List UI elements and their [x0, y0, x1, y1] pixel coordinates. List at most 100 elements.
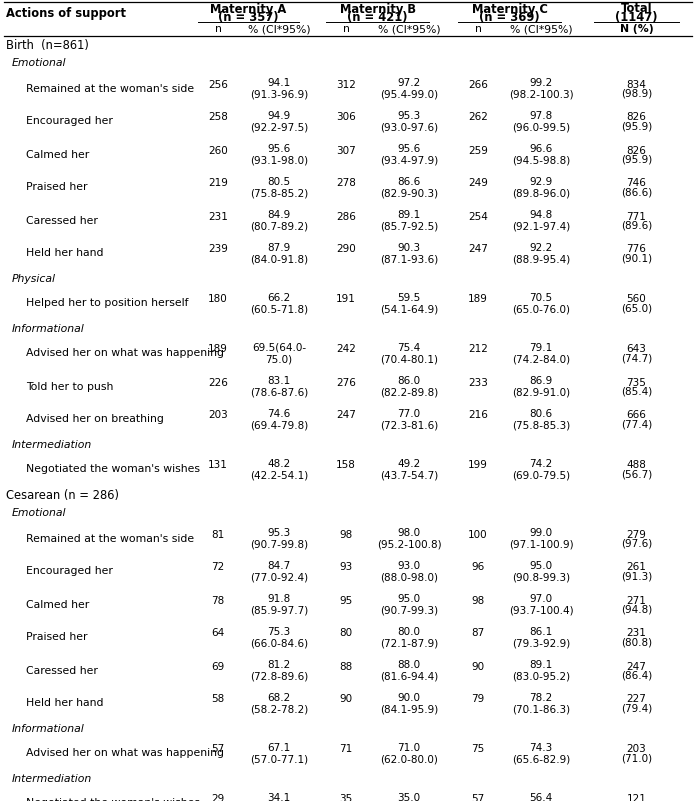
- Text: (98.9): (98.9): [621, 88, 652, 99]
- Text: 87: 87: [471, 629, 484, 638]
- Text: (n = 357): (n = 357): [218, 10, 279, 23]
- Text: (79.4): (79.4): [621, 703, 652, 714]
- Text: 71: 71: [339, 744, 352, 755]
- Text: (n = 421): (n = 421): [348, 10, 408, 23]
- Text: (80.8): (80.8): [621, 638, 652, 647]
- Text: 97.2
(95.4-99.0): 97.2 (95.4-99.0): [380, 78, 438, 99]
- Text: 59.5
(54.1-64.9): 59.5 (54.1-64.9): [380, 292, 438, 314]
- Text: (1147): (1147): [615, 10, 657, 23]
- Text: Advised her on breathing: Advised her on breathing: [26, 414, 164, 425]
- Text: Emotional: Emotional: [12, 509, 67, 518]
- Text: 94.9
(92.2-97.5): 94.9 (92.2-97.5): [250, 111, 308, 132]
- Text: 80.6
(75.8-85.3): 80.6 (75.8-85.3): [512, 409, 570, 430]
- Text: 307: 307: [336, 146, 356, 155]
- Text: 189: 189: [208, 344, 228, 355]
- Text: Actions of support: Actions of support: [6, 7, 126, 21]
- Text: 826: 826: [627, 112, 646, 123]
- Text: 48.2
(42.2-54.1): 48.2 (42.2-54.1): [250, 459, 308, 481]
- Text: 75.3
(66.0-84.6): 75.3 (66.0-84.6): [250, 626, 308, 648]
- Text: (71.0): (71.0): [621, 754, 652, 763]
- Text: (65.0): (65.0): [621, 304, 652, 313]
- Text: 29: 29: [211, 795, 224, 801]
- Text: 262: 262: [468, 112, 488, 123]
- Text: 266: 266: [468, 79, 488, 90]
- Text: 84.9
(80.7-89.2): 84.9 (80.7-89.2): [250, 210, 308, 231]
- Text: (95.9): (95.9): [621, 155, 652, 164]
- Text: (77.4): (77.4): [621, 420, 652, 429]
- Text: n: n: [343, 24, 350, 34]
- Text: 81: 81: [211, 529, 224, 540]
- Text: Advised her on what was happening: Advised her on what was happening: [26, 748, 224, 759]
- Text: Informational: Informational: [12, 324, 85, 333]
- Text: 227: 227: [627, 694, 646, 705]
- Text: 247: 247: [336, 410, 356, 421]
- Text: 83.1
(78.6-87.6): 83.1 (78.6-87.6): [250, 376, 308, 397]
- Text: 191: 191: [336, 295, 356, 304]
- Text: Maternity C: Maternity C: [472, 2, 548, 15]
- Text: 88: 88: [339, 662, 352, 671]
- Text: 226: 226: [208, 377, 228, 388]
- Text: 643: 643: [627, 344, 646, 355]
- Text: (89.6): (89.6): [621, 220, 652, 231]
- Text: 306: 306: [336, 112, 356, 123]
- Text: 56.4
(46.7-66.2): 56.4 (46.7-66.2): [512, 793, 570, 801]
- Text: 242: 242: [336, 344, 356, 355]
- Text: Told her to push: Told her to push: [26, 381, 113, 392]
- Text: Emotional: Emotional: [12, 58, 67, 69]
- Text: 77.0
(72.3-81.6): 77.0 (72.3-81.6): [380, 409, 438, 430]
- Text: Physical: Physical: [12, 273, 56, 284]
- Text: (86.6): (86.6): [621, 187, 652, 198]
- Text: 80.5
(75.8-85.2): 80.5 (75.8-85.2): [250, 177, 308, 199]
- Text: 49.2
(43.7-54.7): 49.2 (43.7-54.7): [380, 459, 438, 481]
- Text: Intermediation: Intermediation: [12, 440, 92, 449]
- Text: 90.3
(87.1-93.6): 90.3 (87.1-93.6): [380, 243, 438, 264]
- Text: 64: 64: [211, 629, 224, 638]
- Text: Total: Total: [621, 2, 653, 15]
- Text: 74.3
(65.6-82.9): 74.3 (65.6-82.9): [512, 743, 570, 764]
- Text: 95.0
(90.7-99.3): 95.0 (90.7-99.3): [380, 594, 438, 615]
- Text: 95.6
(93.1-98.0): 95.6 (93.1-98.0): [250, 143, 308, 165]
- Text: 746: 746: [627, 179, 646, 188]
- Text: Helped her to position herself: Helped her to position herself: [26, 299, 188, 308]
- Text: Caressed her: Caressed her: [26, 215, 98, 226]
- Text: 74.6
(69.4-79.8): 74.6 (69.4-79.8): [250, 409, 308, 430]
- Text: Advised her on what was happening: Advised her on what was happening: [26, 348, 224, 359]
- Text: 90: 90: [339, 694, 352, 705]
- Text: 99.2
(98.2-100.3): 99.2 (98.2-100.3): [509, 78, 573, 99]
- Text: N (%): N (%): [620, 24, 653, 34]
- Text: 271: 271: [627, 595, 646, 606]
- Text: 78: 78: [211, 595, 224, 606]
- Text: 98.0
(95.2-100.8): 98.0 (95.2-100.8): [377, 528, 441, 549]
- Text: 92.2
(88.9-95.4): 92.2 (88.9-95.4): [512, 243, 570, 264]
- Text: 80.0
(72.1-87.9): 80.0 (72.1-87.9): [380, 626, 438, 648]
- Text: 239: 239: [208, 244, 228, 255]
- Text: 71.0
(62.0-80.0): 71.0 (62.0-80.0): [380, 743, 438, 764]
- Text: n: n: [475, 24, 482, 34]
- Text: 95.6
(93.4-97.9): 95.6 (93.4-97.9): [380, 143, 438, 165]
- Text: 776: 776: [627, 244, 646, 255]
- Text: 233: 233: [468, 377, 488, 388]
- Text: % (CI*95%): % (CI*95%): [509, 24, 572, 34]
- Text: 57: 57: [211, 744, 224, 755]
- Text: Calmed her: Calmed her: [26, 150, 89, 159]
- Text: 80: 80: [339, 629, 352, 638]
- Text: (n = 369): (n = 369): [479, 10, 540, 23]
- Text: 203: 203: [208, 410, 228, 421]
- Text: 81.2
(72.8-89.6): 81.2 (72.8-89.6): [250, 660, 308, 682]
- Text: 199: 199: [468, 461, 488, 470]
- Text: 834: 834: [627, 79, 646, 90]
- Text: 261: 261: [627, 562, 646, 573]
- Text: 279: 279: [627, 529, 646, 540]
- Text: 286: 286: [336, 211, 356, 222]
- Text: % (CI*95%): % (CI*95%): [377, 24, 441, 34]
- Text: 259: 259: [468, 146, 488, 155]
- Text: 203: 203: [627, 744, 646, 755]
- Text: 312: 312: [336, 79, 356, 90]
- Text: 95.3
(90.7-99.8): 95.3 (90.7-99.8): [250, 528, 308, 549]
- Text: 97.8
(96.0-99.5): 97.8 (96.0-99.5): [512, 111, 570, 132]
- Text: 189: 189: [468, 295, 488, 304]
- Text: 180: 180: [208, 295, 228, 304]
- Text: 89.1
(85.7-92.5): 89.1 (85.7-92.5): [380, 210, 438, 231]
- Text: (74.7): (74.7): [621, 353, 652, 364]
- Text: 95.0
(90.8-99.3): 95.0 (90.8-99.3): [512, 561, 570, 582]
